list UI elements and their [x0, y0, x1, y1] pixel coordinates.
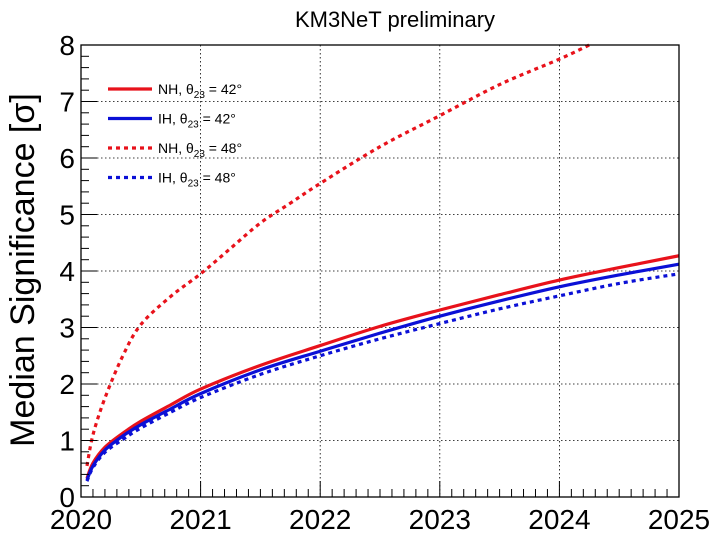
chart-title: KM3NeT preliminary — [295, 7, 495, 32]
y-tick-label: 3 — [59, 313, 75, 344]
legend: NH, θ23 = 42° IH, θ23 = 42° NH, θ23 = 48° I… — [108, 81, 242, 190]
series-line-nh-23-48 — [85, 43, 590, 467]
axis-ticks — [80, 44, 680, 498]
legend-label: NH, θ23 = 48° — [158, 140, 242, 160]
legend-label: IH, θ23 = 42° — [158, 111, 236, 131]
series-line-ih-23-48 — [85, 272, 680, 482]
y-tick-label: 2 — [59, 369, 75, 400]
x-tick-label: 2023 — [409, 504, 471, 533]
y-tick-labels: 0 1 2 3 4 5 6 7 8 — [59, 30, 75, 513]
grid — [81, 45, 679, 497]
y-tick-label: 7 — [59, 87, 75, 118]
y-tick-label: 4 — [59, 256, 75, 287]
series-line-nh-23-42 — [85, 254, 680, 479]
x-tick-label: 2025 — [648, 504, 710, 533]
y-tick-label: 6 — [59, 143, 75, 174]
legend-label: NH, θ23 = 42° — [158, 81, 242, 101]
x-tick-label: 2024 — [528, 504, 590, 533]
x-tick-labels: 2020 2021 2022 2023 2024 2025 — [50, 504, 710, 533]
series-line-ih-23-42 — [85, 262, 680, 481]
y-axis-label: Median Significance [σ] — [4, 93, 42, 447]
x-tick-label: 2021 — [169, 504, 231, 533]
y-tick-label: 0 — [59, 482, 75, 513]
x-tick-label: 2020 — [50, 504, 112, 533]
legend-label: IH, θ23 = 48° — [158, 170, 236, 190]
series-group — [85, 43, 680, 482]
y-tick-label: 5 — [59, 200, 75, 231]
x-tick-label: 2022 — [289, 504, 351, 533]
y-tick-label: 8 — [59, 30, 75, 61]
y-tick-label: 1 — [59, 426, 75, 457]
